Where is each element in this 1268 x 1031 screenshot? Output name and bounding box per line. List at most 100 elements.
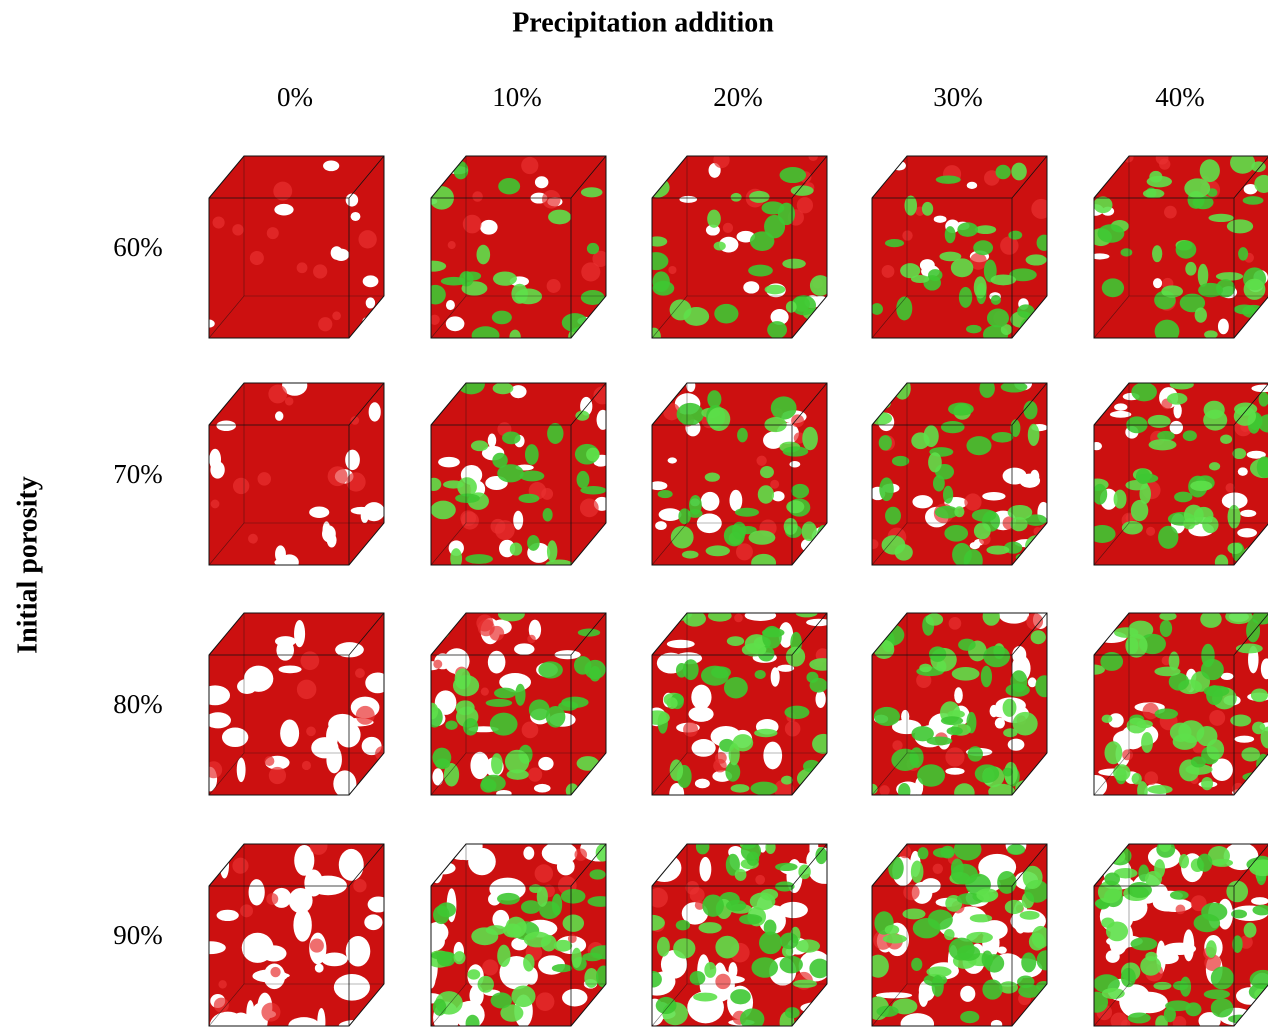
precipitate xyxy=(1159,837,1172,852)
pore xyxy=(363,275,379,287)
pore xyxy=(446,316,465,331)
pore xyxy=(242,933,274,963)
precipitate xyxy=(476,245,490,265)
precipitate xyxy=(1241,747,1260,761)
precipitate xyxy=(511,985,535,1007)
pore xyxy=(422,611,443,638)
precipitate xyxy=(676,663,687,678)
precipitate xyxy=(928,269,942,281)
pore xyxy=(366,297,375,308)
precipitate xyxy=(724,525,745,546)
precipitate xyxy=(494,688,516,699)
pore xyxy=(691,685,711,710)
precipitate xyxy=(707,210,721,228)
precipitate xyxy=(923,425,938,447)
precipitate xyxy=(748,265,773,277)
highlight xyxy=(240,904,253,917)
precipitate xyxy=(704,962,716,978)
precipitate xyxy=(1216,279,1235,297)
pore xyxy=(513,511,523,530)
pore xyxy=(309,876,347,896)
cube xyxy=(195,837,389,1031)
pore xyxy=(649,481,668,490)
precipitate xyxy=(1195,308,1207,323)
precipitate xyxy=(656,834,675,858)
pore xyxy=(1240,510,1256,517)
pore xyxy=(647,854,681,882)
precipitate xyxy=(1190,481,1212,491)
highlight xyxy=(734,614,743,623)
precipitate xyxy=(740,1008,764,1029)
precipitate xyxy=(493,382,514,394)
precipitate xyxy=(780,956,803,974)
pore xyxy=(446,300,455,310)
precipitate xyxy=(498,178,520,194)
precipitate xyxy=(784,706,809,719)
pore xyxy=(1153,278,1162,288)
cube xyxy=(209,375,385,570)
precipitate xyxy=(918,847,929,859)
precipitate xyxy=(1101,386,1117,397)
precipitate xyxy=(896,297,912,321)
precipitate xyxy=(1164,1007,1176,1022)
pore xyxy=(363,775,379,792)
precipitate xyxy=(1114,490,1127,509)
highlight xyxy=(535,864,553,882)
highlight xyxy=(297,262,308,273)
precipitate xyxy=(714,304,738,324)
precipitate xyxy=(1011,163,1027,181)
precipitate xyxy=(813,325,824,334)
precipitate xyxy=(1220,434,1232,444)
precipitate xyxy=(1035,675,1053,697)
highlight xyxy=(1159,158,1170,169)
precipitate xyxy=(892,456,909,466)
precipitate xyxy=(706,545,730,556)
pore xyxy=(309,507,329,518)
pore xyxy=(274,204,293,216)
precipitate xyxy=(596,844,610,862)
highlight xyxy=(318,317,332,331)
pore xyxy=(991,1020,1002,1029)
precipitate xyxy=(966,325,982,333)
highlight xyxy=(375,533,385,543)
precipitate xyxy=(932,975,944,997)
precipitate xyxy=(954,838,982,860)
highlight xyxy=(267,227,279,239)
highlight xyxy=(756,456,766,466)
pore xyxy=(999,606,1029,624)
precipitate xyxy=(898,783,910,800)
precipitate xyxy=(933,848,954,858)
precipitate xyxy=(947,727,963,735)
precipitate xyxy=(954,783,974,802)
precipitate xyxy=(958,639,976,651)
precipitate xyxy=(879,435,892,450)
highlight xyxy=(668,266,676,274)
precipitate xyxy=(511,284,528,304)
precipitate xyxy=(1158,526,1178,549)
precipitate xyxy=(1244,279,1266,300)
pore xyxy=(1012,646,1026,664)
cube xyxy=(871,156,1052,344)
precipitate xyxy=(742,643,767,656)
precipitate xyxy=(725,762,740,782)
precipitate xyxy=(1201,903,1227,922)
precipitate xyxy=(1256,775,1268,790)
pore xyxy=(692,739,716,757)
pore xyxy=(597,410,610,430)
precipitate xyxy=(426,703,438,720)
pore xyxy=(365,672,390,693)
precipitate xyxy=(911,860,924,883)
highlight xyxy=(233,478,249,494)
precipitate xyxy=(1149,439,1177,450)
precipitate xyxy=(911,275,929,283)
precipitate xyxy=(985,954,1005,973)
highlight xyxy=(933,864,943,874)
precipitate xyxy=(590,869,606,879)
precipitate xyxy=(987,309,1009,328)
column-label: 10% xyxy=(492,82,542,112)
pore xyxy=(1090,253,1109,259)
precipitate xyxy=(1215,555,1228,571)
pore xyxy=(294,620,305,647)
precipitate xyxy=(796,939,820,952)
precipitate xyxy=(491,992,512,1008)
